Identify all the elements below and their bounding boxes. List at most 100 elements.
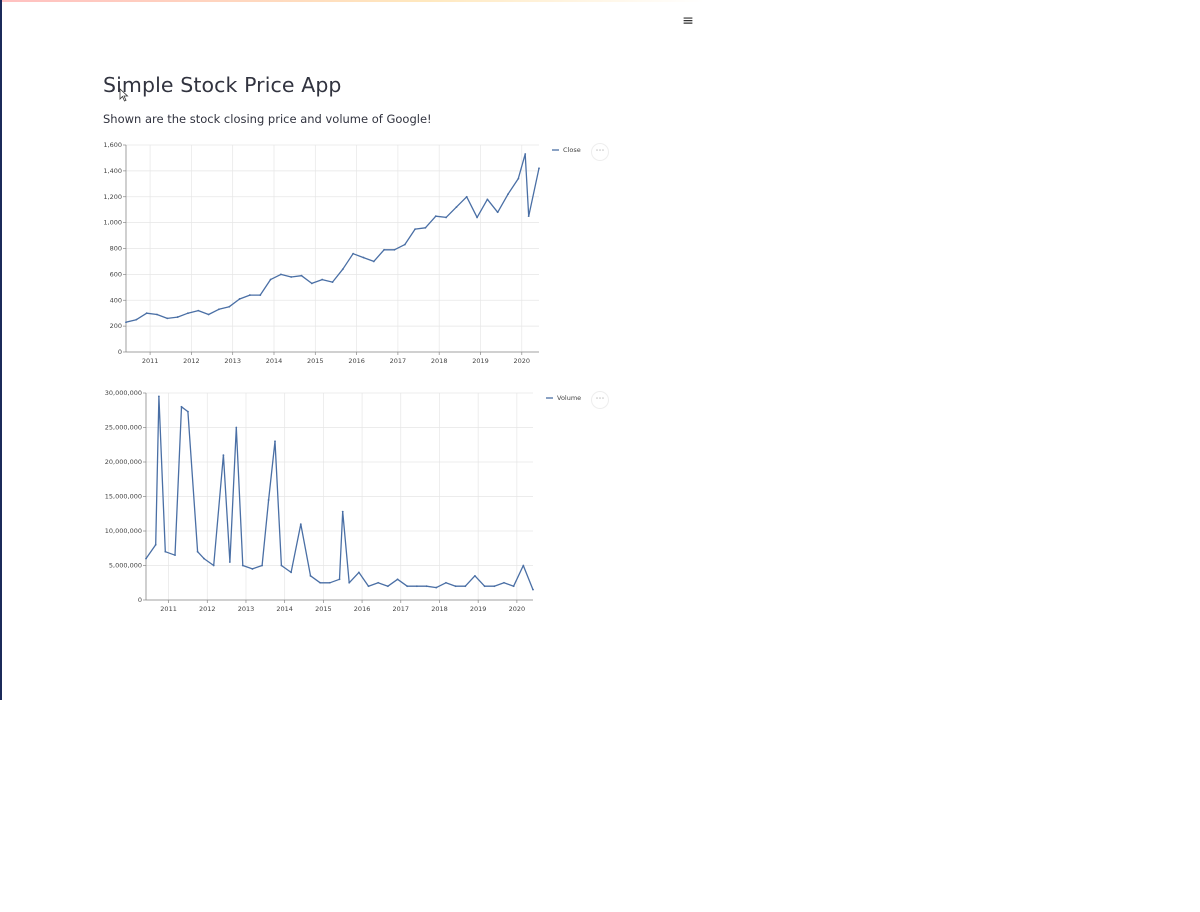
data-point (393, 248, 396, 251)
data-point (321, 278, 324, 281)
close-price-chart: 0 200 400 600 800 1,000 1,200 1,400 1,600 2011 201… (92, 136, 622, 372)
chart-more-options-button[interactable]: ⋯ (591, 143, 609, 161)
y-tick-label: 200 (110, 322, 122, 330)
data-point (396, 578, 399, 581)
data-point (338, 578, 341, 581)
data-point (269, 278, 272, 281)
volume-chart-svg: 0 5,000,000 10,000,000 15,000,000 20,000,000… (105, 389, 581, 613)
data-point (464, 585, 467, 588)
data-point (180, 405, 183, 408)
data-point (434, 215, 437, 218)
data-point (435, 586, 438, 589)
series-line-volume (145, 395, 534, 590)
x-tick-label: 2018 (431, 357, 448, 365)
data-point (145, 557, 147, 560)
x-tick-label: 2020 (509, 605, 526, 613)
x-tick-label: 2014 (276, 605, 293, 613)
data-point (238, 298, 241, 300)
x-tick-label: 2016 (354, 605, 371, 613)
data-point (493, 585, 496, 588)
series-line-close (125, 153, 540, 323)
data-point (341, 268, 344, 271)
data-point (416, 585, 418, 588)
data-point (403, 243, 406, 246)
data-point (222, 454, 225, 456)
x-tick-label: 2015 (315, 605, 332, 613)
y-tick-label: 1,000 (103, 219, 122, 227)
data-point (383, 248, 386, 251)
data-point (235, 426, 238, 429)
y-tick-label: 800 (110, 245, 122, 253)
data-point (348, 581, 351, 584)
x-tick-label: 2017 (390, 357, 407, 365)
data-point (228, 561, 231, 563)
y-tick-label: 25,000,000 (105, 424, 142, 432)
data-point (483, 585, 486, 588)
data-point (197, 309, 200, 312)
data-point (218, 308, 220, 311)
mouse-cursor-icon (119, 88, 129, 102)
data-point (406, 585, 409, 588)
data-point (261, 564, 263, 567)
data-point (267, 499, 270, 501)
data-point (328, 581, 331, 584)
x-tick-label: 2017 (393, 605, 410, 613)
data-point (290, 276, 293, 278)
data-point (259, 294, 262, 296)
x-tick-label: 2012 (199, 605, 216, 613)
app-frame: ≡ Simple Stock Price App Shown are the s… (0, 0, 704, 700)
data-point (476, 216, 478, 219)
close-price-chart-svg: 0 200 400 600 800 1,000 1,200 1,400 1,600 2011 201… (103, 141, 581, 365)
data-point (156, 313, 158, 316)
data-point (310, 282, 313, 285)
data-point (280, 564, 283, 567)
x-tick-label: 2016 (348, 357, 365, 365)
y-tick-label: 5,000,000 (109, 562, 142, 570)
y-tick-label: 600 (110, 270, 122, 278)
data-point (486, 198, 489, 201)
data-point (341, 510, 344, 513)
data-point (249, 294, 251, 296)
data-point (474, 574, 476, 577)
data-point (445, 216, 447, 219)
y-tick-label: 15,000,000 (105, 493, 142, 501)
x-tick-label: 2019 (470, 605, 487, 613)
y-tick-label: 400 (110, 296, 122, 304)
y-tick-label: 0 (138, 596, 142, 604)
y-tick-label: 20,000,000 (105, 458, 142, 466)
data-point (196, 550, 199, 553)
data-point (496, 211, 499, 214)
data-point (299, 523, 302, 525)
data-point (465, 195, 468, 198)
data-point (241, 564, 244, 567)
y-tick-label: 1,600 (103, 141, 122, 149)
data-point (174, 554, 176, 557)
data-point (532, 588, 534, 591)
data-point (538, 167, 540, 170)
x-tick-label: 2013 (224, 357, 241, 365)
data-point (251, 568, 254, 570)
data-point (522, 564, 525, 567)
volume-chart: 0 5,000,000 10,000,000 15,000,000 20,000,000… (92, 384, 622, 620)
data-point (377, 581, 380, 584)
legend-label: Volume (557, 394, 581, 402)
data-point (331, 281, 334, 284)
data-point (503, 581, 505, 584)
data-point (445, 581, 447, 584)
data-point (524, 153, 527, 155)
hamburger-icon[interactable]: ≡ (682, 13, 694, 29)
top-decoration-bar (2, 0, 704, 2)
data-point (228, 305, 231, 308)
legend-label: Close (563, 146, 581, 154)
page-subtitle: Shown are the stock closing price and vo… (103, 112, 432, 126)
x-tick-label: 2011 (142, 357, 159, 365)
data-point (279, 273, 282, 276)
data-point (454, 585, 457, 588)
data-point (300, 274, 303, 277)
data-point (372, 260, 375, 263)
data-point (203, 557, 205, 560)
chart-more-options-button[interactable]: ⋯ (591, 391, 609, 409)
data-point (357, 571, 360, 574)
data-point (135, 318, 138, 321)
data-point (290, 571, 293, 574)
